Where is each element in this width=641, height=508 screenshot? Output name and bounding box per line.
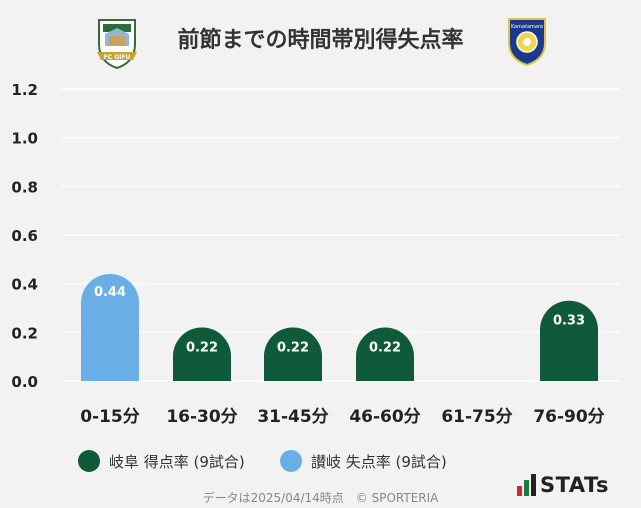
x-tick-label: 31-45分 [257, 407, 328, 427]
data-label-away: 0.44 [94, 285, 126, 300]
data-label-home: 0.22 [277, 340, 309, 355]
y-tick-label: 0.4 [11, 276, 38, 294]
x-axis-ticks: 0-15分 16-30分 31-45分 46-60分 61-75分 76-90分 [80, 407, 604, 427]
y-tick-label: 0.2 [11, 324, 38, 342]
legend-away: 讃岐 失点率 (9試合) [280, 450, 447, 472]
bar-home [540, 300, 598, 381]
y-tick-label: 0.0 [11, 373, 38, 391]
fc-gifu-emblem: FC GIFU [97, 19, 137, 70]
bars: 0.440.220.220.220.220.110.220.33 [81, 273, 598, 381]
x-tick-label: 16-30分 [166, 407, 237, 427]
legend-away-swatch [280, 450, 302, 472]
x-tick-label: 61-75分 [441, 407, 512, 427]
bar-home [356, 327, 414, 381]
data-label-home: 0.22 [369, 340, 401, 355]
y-tick-label: 1.0 [11, 130, 38, 148]
kamatamare-emblem-text: Kamatamare [511, 24, 543, 30]
kamatamare-emblem: Kamatamare [508, 18, 546, 67]
x-tick-label: 46-60分 [349, 407, 420, 427]
fc-gifu-emblem-text: FC GIFU [104, 54, 131, 61]
bar-away [81, 273, 139, 381]
bar-home [173, 327, 231, 381]
y-tick-label: 0.8 [11, 178, 38, 196]
legend-away-label: 讃岐 失点率 (9試合) [311, 452, 447, 471]
chart-title: 前節までの時間帯別得失点率 [177, 28, 464, 53]
x-tick-label: 76-90分 [533, 407, 604, 427]
data-source-note: データは2025/04/14時点 © SPORTERIA [202, 491, 439, 505]
grid-lines [62, 88, 620, 382]
data-label-home: 0.33 [553, 314, 585, 329]
stats-logo-text: STATs [540, 473, 609, 497]
y-axis-ticks: 0.0 0.2 0.4 0.6 0.8 1.0 1.2 [11, 81, 38, 391]
stats-logo: STATs [517, 474, 609, 496]
y-tick-label: 1.2 [11, 81, 38, 99]
legend-home: 岐阜 得点率 (9試合) [78, 450, 245, 472]
y-tick-label: 0.6 [11, 227, 38, 245]
bar-home [264, 327, 322, 381]
legend-home-swatch [78, 450, 100, 472]
data-label-home: 0.22 [186, 340, 218, 355]
stats-logo-icon [517, 474, 536, 496]
legend-home-label: 岐阜 得点率 (9試合) [109, 452, 245, 471]
x-tick-label: 0-15分 [80, 407, 140, 427]
